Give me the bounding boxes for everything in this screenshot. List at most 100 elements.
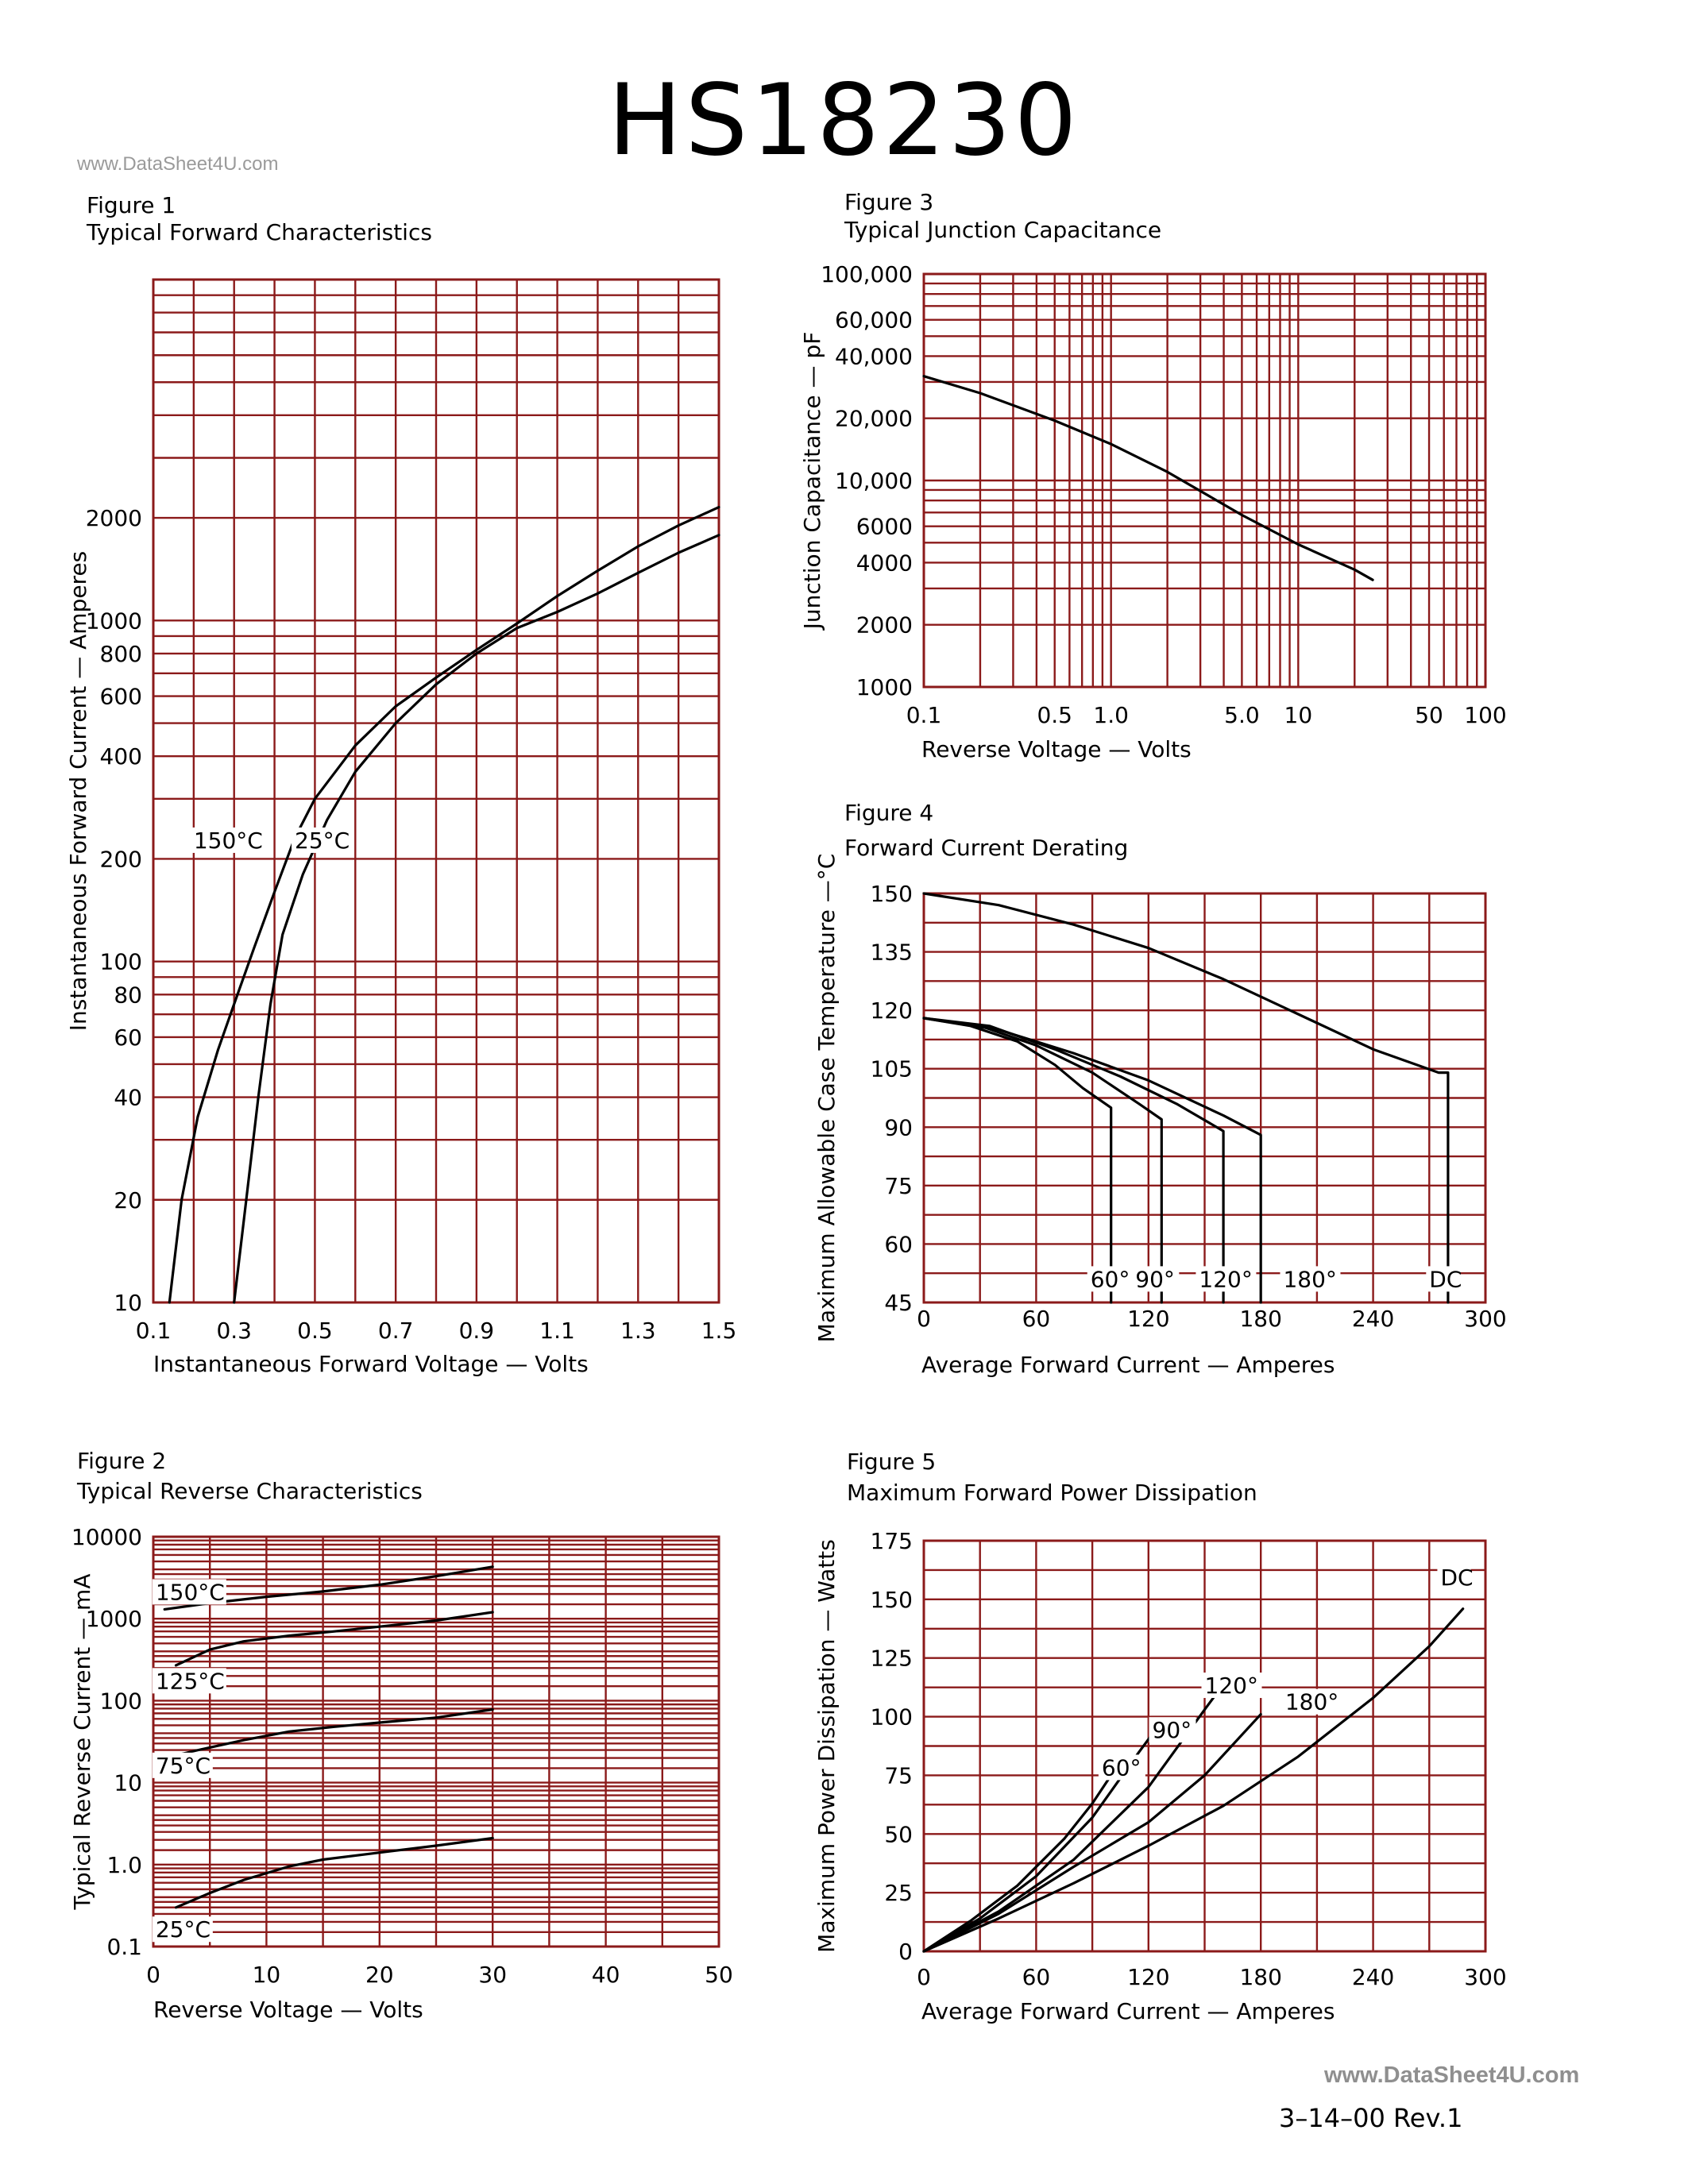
series-label: 150°C (194, 828, 263, 854)
x-tick-label: 0 (917, 1964, 931, 1990)
y-tick-label: 90 (884, 1114, 913, 1140)
x-tick-label: 1.3 (620, 1318, 656, 1344)
series-label-bg (1201, 1673, 1262, 1699)
figure-label: Figure 4 (844, 800, 933, 826)
series-label-bg (152, 1668, 226, 1694)
y-tick-label: 10000 (71, 1524, 142, 1550)
y-tick-label: 0.1 (106, 1934, 142, 1960)
plot-frame (152, 278, 720, 1304)
y-tick-label: 105 (871, 1056, 913, 1082)
y-tick-label: 200 (100, 846, 142, 872)
figure-label: Figure 2 (77, 1448, 166, 1474)
figure-title: Typical Reverse Characteristics (76, 1478, 423, 1504)
y-tick-label: 80 (114, 982, 142, 1008)
series-line (174, 1611, 494, 1667)
figure-title: Forward Current Derating (844, 835, 1128, 861)
y-tick-label: 40 (114, 1085, 142, 1111)
series-label: 150°C (156, 1579, 225, 1605)
y-tick-label: 4000 (856, 550, 913, 576)
watermark-top: www.DataSheet4U.com (77, 153, 279, 175)
figure-label: Figure 1 (87, 192, 176, 218)
y-tick-label: 10,000 (835, 468, 913, 494)
x-tick-label: 0.3 (216, 1318, 252, 1344)
y-tick-label: 60 (114, 1024, 142, 1051)
series-label-bg (152, 1916, 213, 1943)
y-tick-label: 175 (871, 1528, 913, 1554)
x-tick-label: 180 (1239, 1306, 1281, 1332)
grid (152, 278, 720, 1304)
x-tick-label: 30 (478, 1962, 507, 1988)
series-line (174, 1836, 494, 1909)
x-tick-label: 0.9 (459, 1318, 495, 1344)
y-tick-label: 1000 (86, 1606, 142, 1632)
revision-date: 3–14–00 Rev.1 (1279, 2103, 1463, 2133)
series-label-bg (1087, 1266, 1134, 1292)
figure-label: Figure 3 (844, 189, 933, 215)
x-tick-label: 120 (1127, 1306, 1169, 1332)
x-tick-label: 40 (592, 1962, 620, 1988)
series-line (168, 505, 720, 1304)
series-label-bg (1196, 1266, 1257, 1292)
figure-title: Typical Forward Characteristics (86, 219, 432, 245)
x-axis-label: Reverse Voltage — Volts (921, 736, 1192, 762)
x-axis-label: Average Forward Current — Amperes (921, 1352, 1335, 1378)
x-tick-label: 50 (705, 1962, 733, 1988)
y-tick-label: 150 (871, 1587, 913, 1613)
series-line (922, 375, 1374, 581)
y-tick-label: 1.0 (106, 1852, 142, 1878)
series-line (922, 1773, 1113, 1953)
y-tick-label: 60,000 (835, 307, 913, 334)
series-label: 180° (1283, 1266, 1336, 1292)
series-label: DC (1429, 1266, 1462, 1292)
y-tick-label: 0 (898, 1939, 913, 1965)
series-label: 60° (1091, 1266, 1130, 1292)
y-tick-label: 2000 (86, 505, 142, 531)
plot-frame (922, 272, 1487, 689)
series-line (922, 1017, 1163, 1304)
series-label: 25°C (156, 1916, 211, 1943)
y-axis-label: Maximum Allowable Case Temperature —°C (813, 854, 840, 1343)
x-tick-label: 60 (1022, 1306, 1051, 1332)
y-tick-label: 100 (871, 1704, 913, 1731)
series-line (233, 534, 720, 1304)
x-tick-label: 50 (1415, 702, 1443, 728)
y-axis-label: Instantaneous Forward Current — Amperes (65, 551, 91, 1032)
series-label: 90° (1153, 1717, 1192, 1743)
plot-frame (922, 1539, 1487, 1953)
x-tick-label: 0.5 (1037, 702, 1072, 728)
x-tick-label: 300 (1464, 1306, 1506, 1332)
y-tick-label: 40,000 (835, 343, 913, 369)
series-label: DC (1440, 1565, 1473, 1591)
x-tick-label: 180 (1239, 1964, 1281, 1990)
series-label: 90° (1135, 1266, 1175, 1292)
x-tick-label: 5.0 (1224, 702, 1260, 728)
watermark-bottom: www.DataSheet4U.com (1324, 2062, 1580, 2088)
y-tick-label: 1000 (86, 608, 142, 634)
series-line (922, 1717, 1165, 1953)
x-tick-label: 240 (1352, 1306, 1394, 1332)
y-axis-label: Maximum Power Dissipation — Watts (813, 1539, 840, 1953)
figure-title: Typical Junction Capacitance (844, 217, 1161, 243)
y-tick-label: 45 (884, 1290, 913, 1316)
y-tick-label: 800 (100, 641, 142, 667)
x-tick-label: 20 (365, 1962, 394, 1988)
x-tick-label: 300 (1464, 1964, 1506, 1990)
y-tick-label: 100 (100, 1688, 142, 1714)
grid (922, 1539, 1487, 1953)
x-tick-label: 0.1 (906, 702, 942, 728)
series-label: 25°C (295, 828, 350, 854)
y-tick-label: 20,000 (835, 406, 913, 432)
y-tick-label: 600 (100, 684, 142, 710)
plot-frame (922, 892, 1487, 1304)
y-tick-label: 150 (871, 881, 913, 907)
y-tick-label: 6000 (856, 514, 913, 540)
series-label-bg (1281, 1688, 1342, 1715)
x-tick-label: 1.1 (539, 1318, 575, 1344)
x-tick-label: 1.0 (1093, 702, 1129, 728)
y-tick-label: 20 (114, 1187, 142, 1214)
figure-4-chart: Figure 4 Forward Current Derating 0 60 120 18… (813, 800, 1507, 1378)
series-label-bg (1098, 1754, 1145, 1781)
